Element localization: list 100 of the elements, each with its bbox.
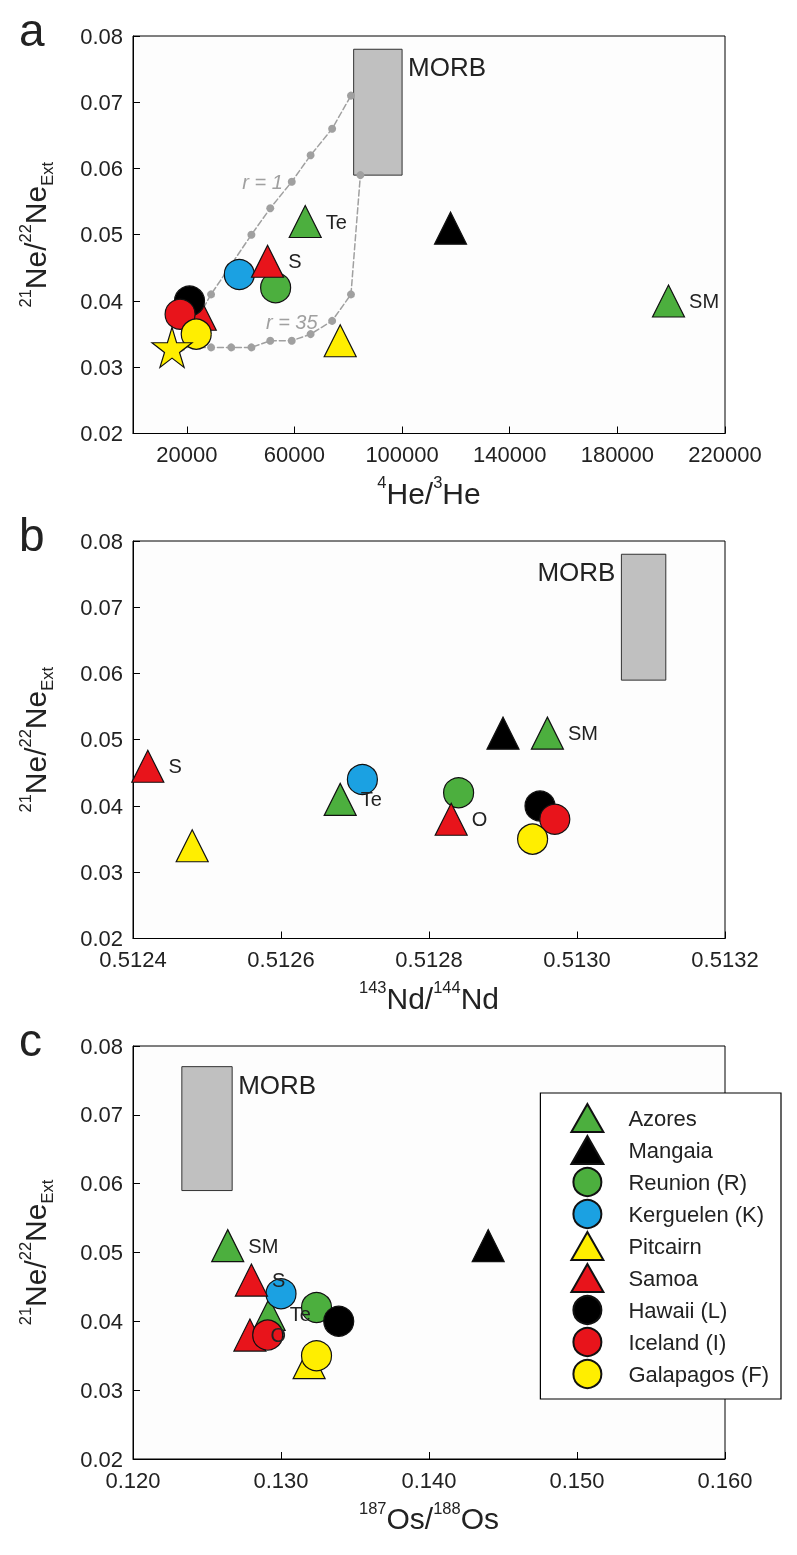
y-tick-label: 0.03	[80, 354, 123, 380]
series-label: r = 1	[242, 170, 283, 193]
y-tick-label: 0.05	[80, 1240, 123, 1265]
point	[328, 124, 337, 133]
y-tick-label: 0.06	[80, 661, 123, 686]
legend-label: Pitcairn	[628, 1233, 702, 1259]
data-label: Te	[325, 210, 347, 233]
y-tick-label: 0.07	[80, 1102, 123, 1128]
chart-title: c	[19, 1014, 42, 1066]
point	[287, 336, 296, 345]
y-tick-label: 0.04	[80, 793, 123, 819]
data-label: S	[168, 755, 182, 778]
x-tick-label: 0.150	[549, 1467, 605, 1493]
point	[443, 777, 475, 809]
point	[306, 151, 315, 160]
point	[175, 829, 209, 863]
y-tick-label: 0.06	[80, 1171, 123, 1197]
point	[164, 298, 196, 330]
point	[323, 1305, 355, 1337]
y-tick-label: 0.03	[80, 859, 123, 885]
data-label: SM	[568, 722, 598, 745]
data-label: SM	[248, 1234, 279, 1257]
x-tick-label: 60000	[263, 442, 326, 467]
point	[486, 716, 520, 750]
legend-label: Iceland (I)	[628, 1329, 727, 1355]
point	[207, 343, 216, 352]
x-tick-label: 0.160	[697, 1467, 753, 1493]
point	[517, 823, 549, 855]
x-tick-label: 100000	[365, 442, 439, 467]
data-label: S	[288, 250, 302, 273]
y-tick-label: 0.05	[80, 222, 123, 248]
point	[323, 324, 357, 358]
point	[434, 802, 468, 836]
x-tick-label: 140000	[473, 442, 547, 467]
y-tick-label: 0.05	[80, 727, 123, 753]
point	[250, 244, 285, 278]
legend-label: Hawaii (L)	[628, 1297, 728, 1323]
y-tick-label: 0.02	[80, 421, 123, 446]
point	[180, 318, 212, 350]
point	[356, 171, 365, 180]
series-label: r = 35	[265, 310, 319, 333]
data-label: Te	[360, 788, 382, 811]
point	[433, 211, 468, 245]
data-label: O	[471, 808, 488, 831]
series-label: MORB	[408, 52, 487, 83]
point	[234, 1263, 268, 1297]
data-label: SM	[689, 290, 720, 312]
y-axis-title: 21Ne/22NeExt	[15, 1179, 56, 1326]
y-tick-label: 0.08	[80, 23, 123, 49]
x-tick-label: 0.130	[253, 1467, 309, 1493]
y-tick-label: 0.04	[80, 1308, 123, 1334]
legend-label: Kerguelen (K)	[628, 1201, 765, 1227]
point	[651, 284, 686, 318]
x-tick-label: 0.5132	[691, 947, 759, 972]
series-label: MORB	[537, 557, 616, 588]
point	[211, 1229, 245, 1263]
point	[247, 343, 256, 352]
x-tick-label: 180000	[580, 442, 655, 467]
point	[346, 91, 355, 100]
point	[530, 716, 564, 750]
legend-label: Samoa	[628, 1265, 699, 1291]
point	[328, 316, 337, 325]
legend-label: Galapagos (F)	[628, 1361, 770, 1387]
chart-title: a	[19, 4, 45, 56]
point	[151, 326, 193, 368]
point	[266, 336, 275, 345]
point	[131, 749, 165, 783]
chart-title: b	[19, 509, 45, 561]
legend-label: Mangaia	[628, 1137, 714, 1163]
y-tick-label: 0.07	[80, 89, 123, 115]
legend-label: Azores	[628, 1105, 697, 1131]
series-label: MORB	[238, 1069, 317, 1100]
y-tick-label: 0.03	[80, 1377, 123, 1403]
y-axis-title: 21Ne/22NeExt	[15, 161, 56, 308]
x-tick-label: 20000	[156, 442, 218, 467]
point	[288, 204, 322, 239]
point	[287, 177, 296, 186]
x-tick-label: 0.140	[401, 1467, 457, 1493]
x-tick-label: 0.5130	[543, 947, 611, 972]
point	[223, 258, 255, 291]
y-tick-label: 0.08	[80, 528, 123, 554]
y-tick-label: 0.08	[80, 1033, 123, 1059]
point	[306, 330, 315, 339]
y-tick-label: 0.04	[80, 288, 123, 314]
x-tick-label: 0.5128	[395, 947, 463, 972]
point	[346, 290, 355, 299]
y-axis-title: 21Ne/22NeExt	[15, 666, 56, 813]
point	[227, 343, 236, 352]
point	[539, 803, 571, 835]
y-tick-label: 0.07	[80, 594, 123, 620]
point	[323, 782, 357, 816]
y-tick-label: 0.06	[80, 156, 123, 181]
point	[300, 1340, 333, 1372]
point	[471, 1229, 505, 1263]
point	[247, 230, 256, 239]
point	[266, 204, 275, 213]
x-tick-label: 0.5126	[247, 947, 315, 972]
legend-label: Reunion (R)	[628, 1169, 747, 1195]
point	[207, 290, 216, 299]
x-tick-label: 220000	[688, 442, 762, 467]
